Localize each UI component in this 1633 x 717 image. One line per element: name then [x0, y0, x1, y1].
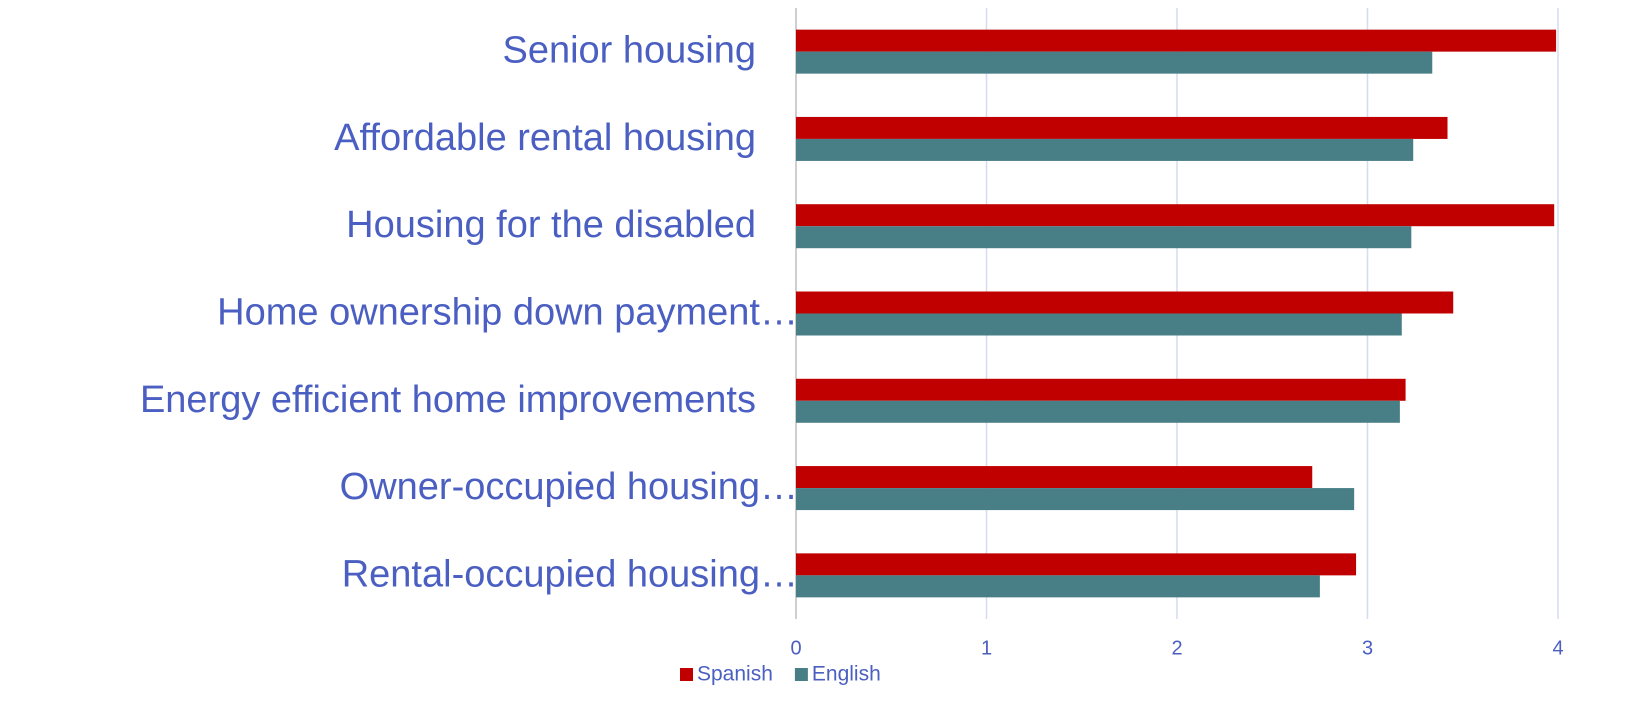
legend-swatch: [680, 668, 693, 681]
category-label: Owner-occupied housing…: [340, 466, 798, 508]
category-label: Energy efficient home improvements: [140, 379, 756, 421]
legend-label: English: [812, 663, 881, 686]
bar: [796, 313, 1402, 336]
x-tick-label: 0: [790, 637, 801, 659]
bar: [796, 204, 1555, 227]
category-label: Affordable rental housing: [334, 117, 756, 159]
category-label: Home ownership down payment…: [217, 292, 798, 334]
legend-swatch: [794, 668, 808, 681]
x-tick-label: 1: [981, 637, 992, 659]
bar: [796, 51, 1433, 74]
x-tick-label: 2: [1171, 637, 1182, 659]
bar: [796, 116, 1448, 139]
bar: [796, 226, 1412, 249]
bar: [796, 575, 1320, 598]
bar: [796, 466, 1313, 489]
category-label: Housing for the disabled: [346, 204, 756, 246]
bar: [796, 29, 1557, 52]
bar: [796, 400, 1400, 423]
bar: [796, 488, 1355, 511]
legend-label: Spanish: [697, 663, 773, 686]
bar: [796, 378, 1406, 401]
bar: [796, 138, 1414, 161]
bar: [796, 291, 1454, 314]
category-label: Senior housing: [502, 30, 756, 72]
category-label: Rental-occupied housing…: [342, 553, 798, 595]
bar: [796, 553, 1357, 576]
x-tick-label: 4: [1552, 637, 1563, 659]
x-tick-label: 3: [1362, 637, 1373, 659]
